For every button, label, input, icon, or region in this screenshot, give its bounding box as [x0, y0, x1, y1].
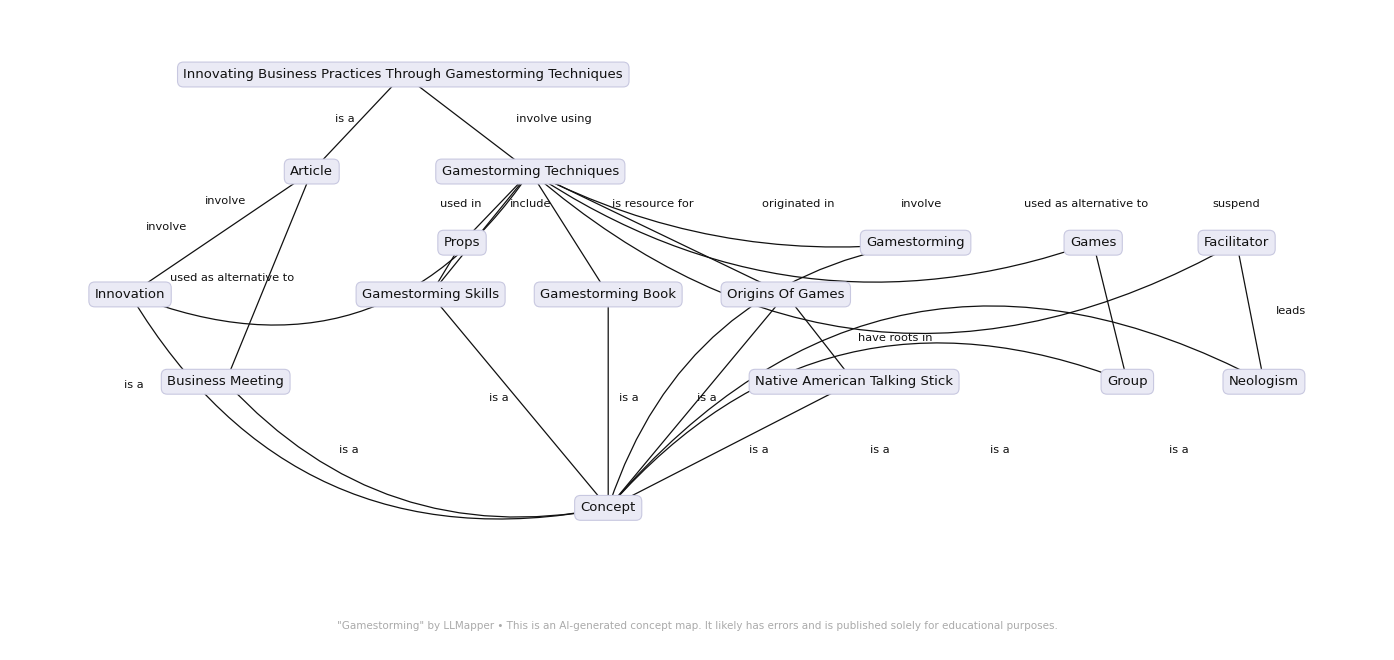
Text: Gamestorming Techniques: Gamestorming Techniques	[442, 165, 619, 178]
Text: Gamestorming: Gamestorming	[866, 236, 965, 249]
Text: used as alternative to: used as alternative to	[170, 273, 294, 283]
Text: Neologism: Neologism	[1230, 376, 1299, 388]
Text: originated in: originated in	[763, 199, 835, 209]
Text: is a: is a	[697, 393, 717, 403]
Text: is a: is a	[870, 445, 889, 455]
Text: leads: leads	[1276, 306, 1306, 315]
Text: Innovation: Innovation	[95, 288, 166, 301]
Text: is a: is a	[335, 114, 354, 124]
Text: involve: involve	[146, 222, 188, 232]
Text: involve using: involve using	[516, 114, 591, 124]
Text: Gamestorming Book: Gamestorming Book	[541, 288, 676, 301]
Text: involve: involve	[205, 195, 247, 206]
Text: Business Meeting: Business Meeting	[167, 376, 284, 388]
Text: Gamestorming Skills: Gamestorming Skills	[362, 288, 499, 301]
Text: include: include	[510, 199, 551, 209]
Text: used in: used in	[441, 199, 481, 209]
Text: is a: is a	[1170, 445, 1189, 455]
Text: Innovating Business Practices Through Gamestorming Techniques: Innovating Business Practices Through Ga…	[184, 68, 623, 81]
Text: is a: is a	[749, 445, 768, 455]
Text: Props: Props	[443, 236, 481, 249]
Text: Games: Games	[1071, 236, 1117, 249]
Text: is a: is a	[124, 380, 144, 390]
Text: Facilitator: Facilitator	[1204, 236, 1270, 249]
Text: Native American Talking Stick: Native American Talking Stick	[756, 376, 953, 388]
Text: "Gamestorming" by LLMapper • This is an AI-generated concept map. It likely has : "Gamestorming" by LLMapper • This is an …	[336, 621, 1058, 631]
Text: is a: is a	[339, 445, 358, 455]
Text: is a: is a	[991, 445, 1011, 455]
Text: used as alternative to: used as alternative to	[1025, 199, 1149, 209]
Text: involve: involve	[901, 199, 942, 209]
Text: suspend: suspend	[1213, 199, 1260, 209]
Text: Article: Article	[290, 165, 333, 178]
Text: have roots in: have roots in	[857, 333, 933, 343]
Text: is a: is a	[489, 393, 509, 403]
Text: Origins Of Games: Origins Of Games	[728, 288, 845, 301]
Text: is a: is a	[619, 393, 638, 403]
Text: Concept: Concept	[580, 502, 636, 514]
Text: Group: Group	[1107, 376, 1147, 388]
Text: is resource for: is resource for	[612, 199, 694, 209]
